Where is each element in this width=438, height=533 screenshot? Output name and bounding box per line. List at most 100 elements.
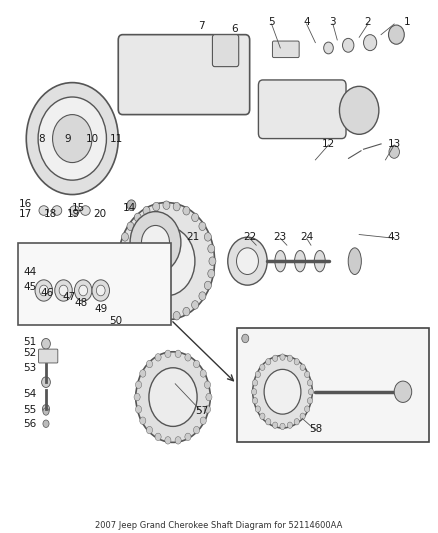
Text: 2: 2 — [364, 18, 371, 27]
Text: 24: 24 — [300, 232, 313, 242]
Circle shape — [140, 370, 146, 377]
Circle shape — [143, 308, 150, 316]
Circle shape — [96, 285, 105, 296]
Text: 44: 44 — [23, 267, 36, 277]
Circle shape — [205, 406, 211, 413]
Circle shape — [42, 377, 50, 387]
Text: 22: 22 — [243, 232, 256, 242]
Circle shape — [265, 359, 271, 365]
Circle shape — [138, 227, 195, 296]
FancyBboxPatch shape — [272, 41, 299, 58]
Circle shape — [26, 83, 118, 195]
Circle shape — [287, 422, 293, 429]
Circle shape — [146, 426, 152, 434]
Text: 50: 50 — [110, 316, 123, 326]
Circle shape — [127, 292, 134, 300]
Circle shape — [307, 398, 313, 404]
Circle shape — [255, 371, 261, 377]
Text: 5: 5 — [268, 18, 275, 27]
Text: 13: 13 — [388, 139, 401, 149]
Circle shape — [55, 280, 72, 301]
Circle shape — [118, 203, 215, 320]
Circle shape — [199, 222, 206, 231]
Circle shape — [153, 311, 160, 320]
Circle shape — [117, 257, 124, 265]
Circle shape — [209, 257, 216, 265]
Text: 18: 18 — [44, 209, 57, 219]
Text: 46: 46 — [41, 288, 54, 298]
Circle shape — [39, 285, 48, 296]
Circle shape — [280, 354, 285, 360]
Text: 45: 45 — [23, 282, 36, 292]
Circle shape — [140, 417, 146, 424]
Circle shape — [183, 206, 190, 215]
Text: 17: 17 — [19, 209, 32, 219]
Circle shape — [389, 146, 399, 158]
Circle shape — [205, 232, 212, 241]
Text: 51: 51 — [23, 337, 36, 347]
Circle shape — [205, 281, 212, 290]
Circle shape — [208, 269, 215, 278]
Circle shape — [134, 393, 140, 401]
Circle shape — [165, 437, 171, 444]
Text: 9: 9 — [64, 134, 71, 143]
Circle shape — [79, 285, 88, 296]
Circle shape — [42, 338, 50, 349]
Text: 52: 52 — [23, 348, 36, 358]
Circle shape — [272, 355, 278, 361]
Circle shape — [35, 280, 53, 301]
Circle shape — [59, 285, 68, 296]
Circle shape — [205, 381, 211, 389]
Circle shape — [194, 360, 200, 368]
Circle shape — [155, 353, 161, 361]
Text: 47: 47 — [63, 292, 76, 302]
Text: 2007 Jeep Grand Cherokee Shaft Diagram for 52114600AA: 2007 Jeep Grand Cherokee Shaft Diagram f… — [95, 521, 343, 530]
Text: 3: 3 — [329, 18, 336, 27]
Circle shape — [173, 203, 180, 211]
Circle shape — [175, 437, 181, 444]
Circle shape — [252, 379, 258, 386]
Circle shape — [304, 406, 310, 413]
Circle shape — [43, 420, 49, 427]
Circle shape — [237, 248, 258, 274]
Circle shape — [300, 364, 305, 370]
FancyBboxPatch shape — [118, 35, 250, 115]
Text: 10: 10 — [85, 134, 99, 143]
Circle shape — [324, 42, 333, 54]
Text: 21: 21 — [186, 232, 199, 242]
Circle shape — [121, 232, 128, 241]
Circle shape — [191, 301, 198, 309]
Circle shape — [191, 213, 198, 222]
Circle shape — [185, 433, 191, 441]
Circle shape — [163, 201, 170, 209]
Circle shape — [134, 213, 141, 222]
Circle shape — [208, 245, 215, 253]
Circle shape — [118, 269, 125, 278]
Circle shape — [253, 356, 312, 428]
Ellipse shape — [275, 251, 286, 272]
Circle shape — [153, 203, 160, 211]
Ellipse shape — [39, 206, 49, 215]
Circle shape — [135, 381, 141, 389]
Circle shape — [294, 359, 300, 365]
Circle shape — [339, 86, 379, 134]
FancyBboxPatch shape — [39, 349, 58, 363]
Circle shape — [127, 200, 136, 211]
Circle shape — [173, 311, 180, 320]
Circle shape — [165, 350, 171, 358]
FancyBboxPatch shape — [258, 80, 346, 139]
Circle shape — [42, 405, 49, 413]
Circle shape — [175, 350, 181, 358]
Circle shape — [265, 418, 271, 425]
Ellipse shape — [81, 206, 90, 215]
Circle shape — [135, 406, 141, 413]
Circle shape — [304, 371, 310, 377]
Text: 49: 49 — [94, 304, 107, 314]
Text: 14: 14 — [123, 203, 136, 213]
Text: 55: 55 — [23, 406, 36, 415]
Circle shape — [307, 379, 313, 386]
Circle shape — [185, 353, 191, 361]
Circle shape — [74, 280, 92, 301]
Circle shape — [134, 301, 141, 309]
Text: 58: 58 — [309, 424, 322, 434]
